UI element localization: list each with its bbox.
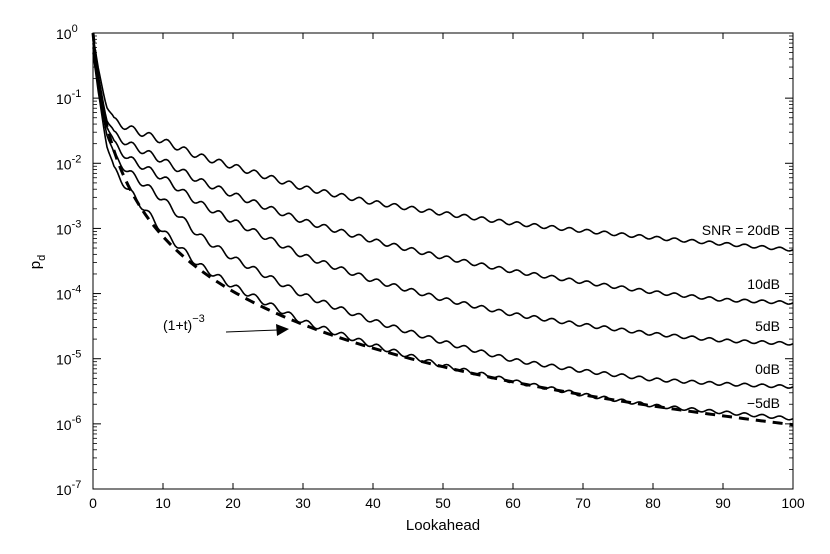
x-tick-label: 10 [155, 495, 171, 511]
x-ticks-group: 0 10 20 30 40 50 60 70 80 90 100 [89, 33, 805, 511]
y-tick-base: 10 [56, 482, 72, 498]
x-tick-label: 0 [89, 495, 97, 511]
y-tick-exp: 0 [72, 23, 78, 35]
reference-label-base: (1+t) [163, 317, 192, 333]
reference-label: (1+t)−3 [163, 313, 205, 333]
x-tick-label: 100 [781, 495, 805, 511]
y-tick-exp: -4 [72, 284, 82, 296]
y-tick-label: 100 [56, 23, 78, 42]
y-tick-exp: -1 [72, 88, 82, 100]
y-tick-base: 10 [56, 91, 72, 107]
reference-arrow-line [225, 329, 279, 333]
y-tick-label: 10-5 [56, 349, 81, 368]
y-tick-label: 10-7 [56, 479, 81, 498]
y-tick-exp: -3 [72, 218, 82, 230]
y-tick-label: 10-6 [56, 414, 81, 433]
series-label: 5dB [755, 318, 780, 334]
y-tick-base: 10 [56, 156, 72, 172]
y-tick-label: 10-1 [56, 88, 81, 107]
series-line [92, 42, 794, 346]
y-axis-title: pd [27, 255, 48, 269]
y-tick-base: 10 [56, 417, 72, 433]
x-tick-label: 80 [645, 495, 661, 511]
reference-arrow-head [276, 324, 289, 336]
series-labels-group: SNR = 20dB 10dB 5dB 0dB −5dB [702, 222, 780, 411]
y-axis-title-sub: d [36, 255, 48, 261]
series-label: 10dB [747, 276, 780, 292]
y-tick-label: 10-4 [56, 284, 81, 303]
series-label: −5dB [747, 395, 780, 411]
curves-group [91, 32, 794, 427]
y-tick-exp: -5 [72, 349, 82, 361]
x-axis-title: Lookahead [406, 517, 480, 534]
y-tick-base: 10 [56, 221, 72, 237]
series-label: SNR = 20dB [702, 222, 780, 238]
series-label: 0dB [755, 361, 780, 377]
y-axis-title-main: p [27, 261, 44, 269]
reference-label-exp: −3 [192, 313, 205, 325]
y-tick-base: 10 [56, 26, 72, 42]
x-tick-label: 20 [225, 495, 241, 511]
y-tick-label: 10-2 [56, 153, 81, 172]
x-tick-label: 50 [435, 495, 451, 511]
y-tick-exp: -2 [72, 153, 82, 165]
series-line [92, 47, 794, 389]
y-tick-base: 10 [56, 352, 72, 368]
x-tick-label: 30 [295, 495, 311, 511]
series-line [92, 35, 794, 252]
x-tick-label: 40 [365, 495, 381, 511]
plot-area [93, 33, 793, 489]
x-tick-label: 60 [505, 495, 521, 511]
y-tick-base: 10 [56, 287, 72, 303]
x-tick-label: 90 [715, 495, 731, 511]
y-tick-label: 10-3 [56, 218, 81, 237]
y-tick-exp: -7 [72, 479, 82, 491]
reference-curve [91, 32, 794, 427]
series-line [92, 52, 794, 421]
y-tick-exp: -6 [72, 414, 82, 426]
x-tick-label: 70 [575, 495, 591, 511]
series-line [92, 39, 794, 305]
